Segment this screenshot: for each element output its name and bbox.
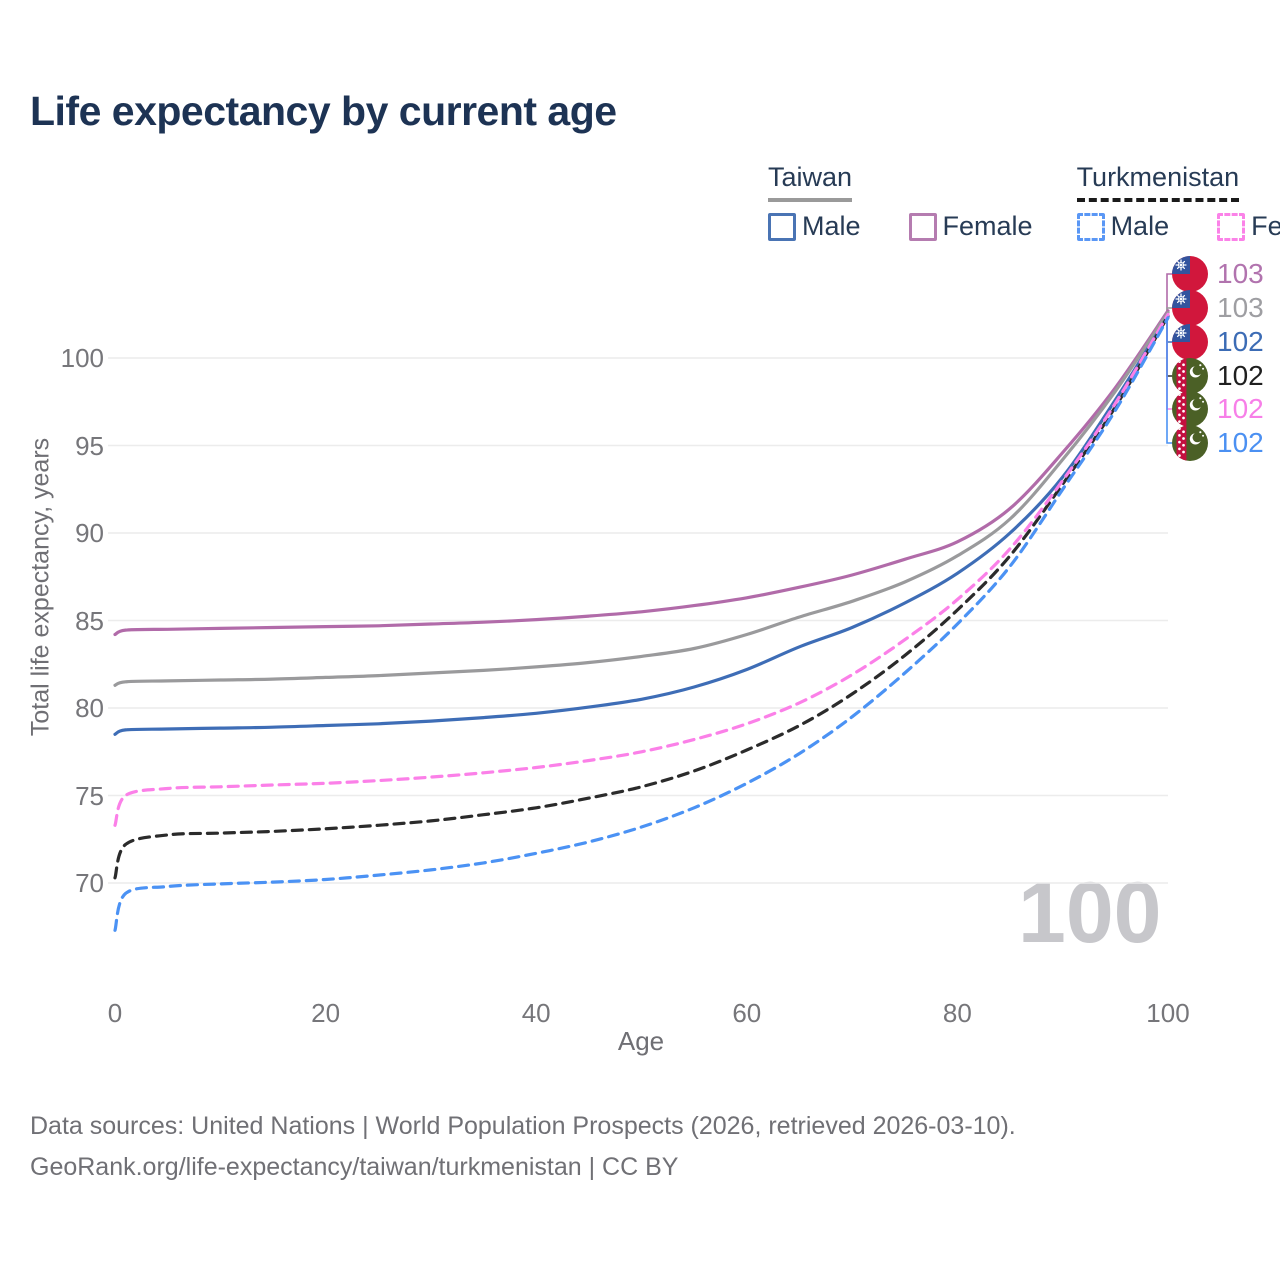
legend-label-turkmenistan-female: Female <box>1251 211 1280 241</box>
end-value: 103 <box>1217 292 1264 323</box>
legend-item-turkmenistan-female[interactable]: Female <box>1217 211 1280 242</box>
end-label-turkmenistan-male: 102 <box>1172 425 1264 461</box>
hover-age-watermark: 100 <box>1018 865 1162 961</box>
turkmenistan-flag-icon <box>1172 358 1208 394</box>
footer-attribution-line: GeoRank.org/life-expectancy/taiwan/turkm… <box>30 1152 679 1181</box>
legend-country-turkmenistan[interactable]: Turkmenistan <box>1076 162 1240 202</box>
end-label-taiwan-female: 103 <box>1172 256 1264 292</box>
x-tick-label-60: 60 <box>732 998 762 1028</box>
legend-item-taiwan-male[interactable]: Male <box>768 211 861 242</box>
y-axis-title: Total life expectancy, years <box>26 437 55 737</box>
y-tick-label-90: 90 <box>75 518 104 548</box>
taiwan-flag-icon <box>1172 290 1208 326</box>
series-line-turkmenistan-male[interactable] <box>113 316 1170 932</box>
series-line-taiwan-both-sexes[interactable] <box>113 310 1170 687</box>
series-line-taiwan-male[interactable] <box>113 314 1170 736</box>
turkmenistan-male-swatch-icon <box>1076 212 1105 241</box>
end-label-turkmenistan-both: 102 <box>1172 358 1264 394</box>
y-tick-label-85: 85 <box>75 605 104 636</box>
y-tick-label-70: 70 <box>75 868 104 898</box>
end-label-turkmenistan-female: 102 <box>1172 391 1264 427</box>
end-value: 102 <box>1217 360 1264 391</box>
x-tick-label-40: 40 <box>521 998 551 1028</box>
page-title: Life expectancy by current age <box>30 88 617 134</box>
end-label-taiwan-both: 103 <box>1172 290 1264 326</box>
x-tick-label-20: 20 <box>311 998 341 1028</box>
x-tick-label-80: 80 <box>942 998 972 1028</box>
turkmenistan-flag-icon <box>1172 425 1208 461</box>
footer: Data sources: United Nations | World Pop… <box>30 1106 1016 1187</box>
y-tick-label-80: 80 <box>75 693 104 723</box>
footer-sources-line: Data sources: United Nations | World Pop… <box>30 1112 1016 1140</box>
end-value: 102 <box>1217 393 1264 424</box>
end-value: 103 <box>1217 258 1264 289</box>
end-value: 102 <box>1217 326 1264 357</box>
y-tick-label-75: 75 <box>75 780 104 811</box>
x-tick-label-0: 0 <box>107 998 123 1028</box>
legend: Taiwan Male Female Turkmenistan Male <box>768 162 1280 242</box>
turkmenistan-female-swatch-icon <box>1217 212 1246 241</box>
legend-label-taiwan-male: Male <box>802 211 861 241</box>
x-tick-label-100: 100 <box>1146 998 1190 1028</box>
series-line-turkmenistan-both-sexes[interactable] <box>113 314 1170 880</box>
legend-item-turkmenistan-male[interactable]: Male <box>1076 211 1170 242</box>
x-axis-title: Age <box>617 1026 665 1056</box>
legend-item-taiwan-female[interactable]: Female <box>908 211 1033 242</box>
turkmenistan-flag-icon <box>1172 391 1208 427</box>
legend-label-taiwan-female: Female <box>942 211 1033 241</box>
leader-line-turkmenistan-male <box>1166 317 1172 444</box>
y-tick-label-95: 95 <box>75 430 104 461</box>
legend-label-turkmenistan-male: Male <box>1110 211 1170 241</box>
taiwan-female-swatch-icon <box>908 212 937 241</box>
end-value: 102 <box>1217 427 1264 458</box>
legend-country-taiwan[interactable]: Taiwan <box>768 162 853 202</box>
end-label-taiwan-male: 102 <box>1172 324 1264 360</box>
series-line-taiwan-female[interactable] <box>113 309 1170 637</box>
series-line-turkmenistan-female[interactable] <box>113 312 1170 827</box>
legend-group-turkmenistan: Turkmenistan Male Female <box>1076 162 1280 242</box>
leader-line-taiwan-female <box>1166 273 1172 311</box>
taiwan-flag-icon <box>1172 256 1208 292</box>
taiwan-male-swatch-icon <box>768 212 796 241</box>
taiwan-flag-icon <box>1172 324 1208 360</box>
legend-group-taiwan: Taiwan Male Female <box>768 162 1033 242</box>
y-tick-label-100: 100 <box>60 343 104 373</box>
